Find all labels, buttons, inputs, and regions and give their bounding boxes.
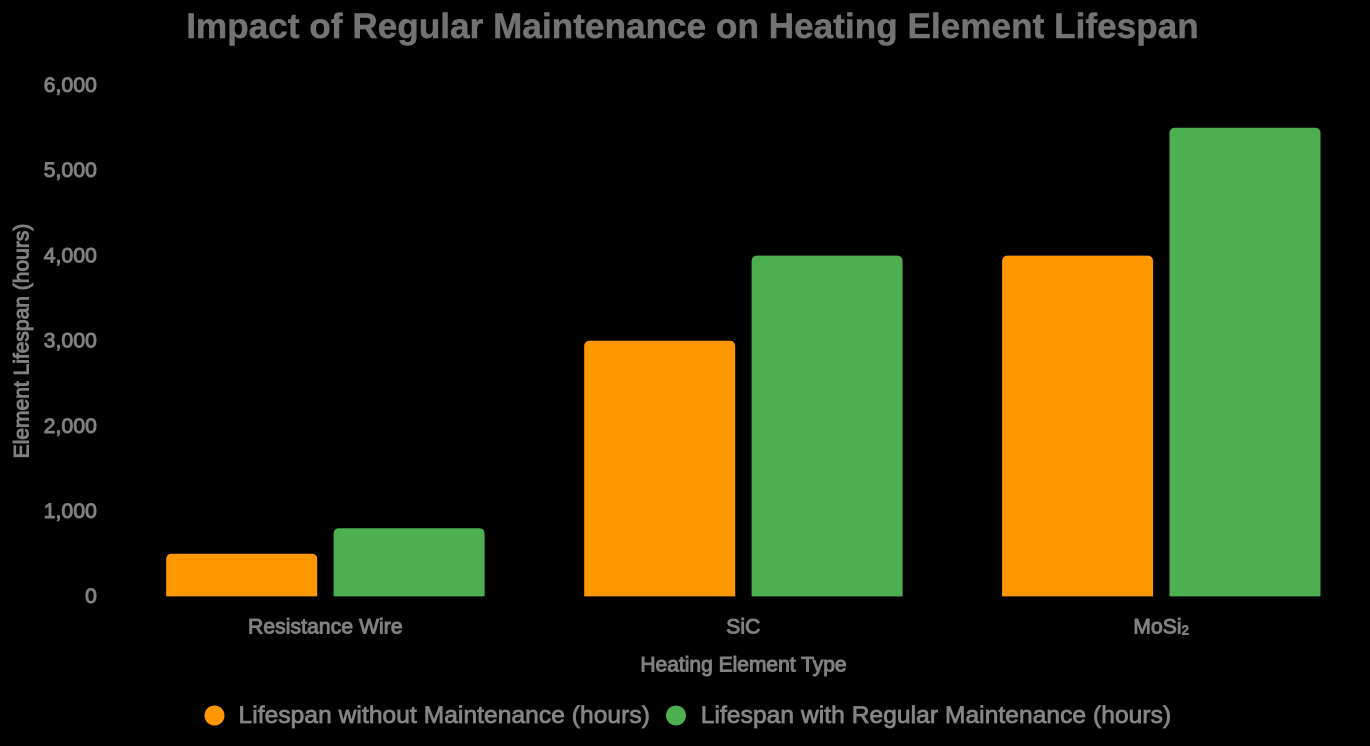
svg-text:1,000: 1,000 [44,500,97,523]
svg-text:4,000: 4,000 [44,244,97,267]
svg-text:SiC: SiC [726,616,760,639]
svg-text:Resistance Wire: Resistance Wire [248,616,403,639]
svg-text:MoSi2: MoSi2 [1133,616,1189,639]
svg-text:Heating Element Type: Heating Element Type [640,653,846,676]
svg-text:0: 0 [85,585,97,608]
svg-text:3,000: 3,000 [44,330,97,353]
svg-text:2,000: 2,000 [44,415,97,438]
svg-text:Lifespan with Regular Maintena: Lifespan with Regular Maintenance (hours… [701,702,1171,729]
svg-text:Element Lifespan (hours): Element Lifespan (hours) [11,224,34,459]
svg-text:6,000: 6,000 [44,74,97,97]
svg-text:Lifespan without Maintenance (: Lifespan without Maintenance (hours) [239,702,650,729]
svg-text:5,000: 5,000 [44,159,97,182]
svg-text:Impact of Regular Maintenance: Impact of Regular Maintenance on Heating… [186,7,1199,46]
